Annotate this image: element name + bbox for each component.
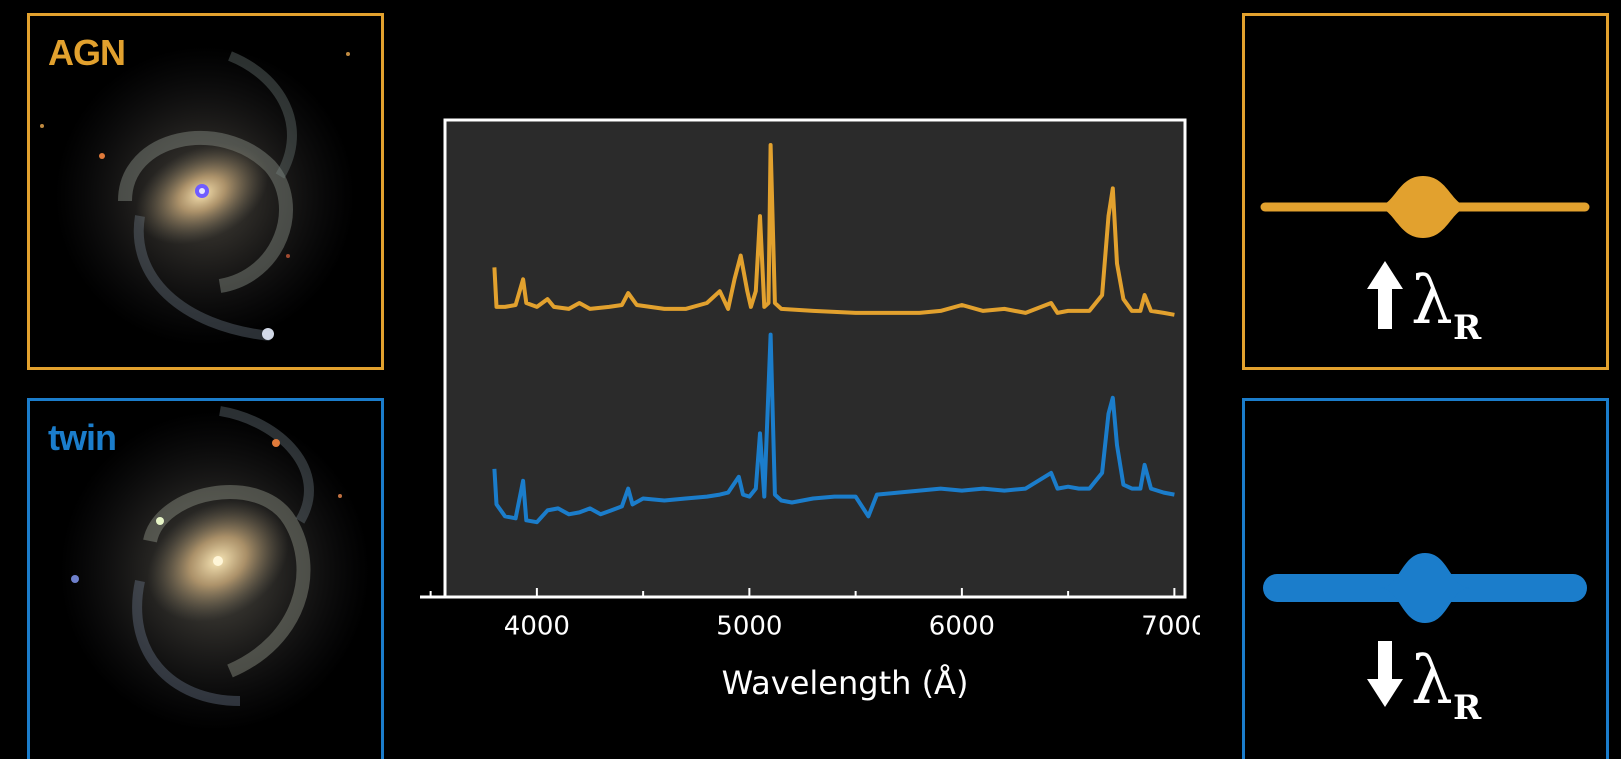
agn-rotation-profile	[1260, 176, 1590, 238]
x-tick-label: 6000	[929, 611, 995, 641]
agn-kinematics-panel: λ R	[1242, 13, 1609, 370]
up-arrow-icon	[1367, 261, 1403, 329]
x-tick-label: 7000	[1141, 611, 1200, 641]
twin-lambda-label: λ R	[1367, 641, 1482, 721]
twin-galaxy-image	[60, 406, 370, 731]
twin-label: twin	[48, 417, 117, 458]
twin-rotation-profile	[1263, 553, 1587, 623]
twin-spectrum-line	[492, 332, 1175, 525]
x-axis-title: Wavelength (Å)	[722, 664, 969, 702]
agn-galaxy-panel: AGN	[27, 13, 384, 370]
spectra-lines	[492, 143, 1175, 525]
lambda-subscript: R	[1453, 308, 1482, 341]
lambda-symbol: λ	[1411, 642, 1453, 719]
spectrum-chart: 4000 5000 6000 7000 Wavelength (Å)	[420, 118, 1200, 702]
twin-kinematics-panel: λ R	[1242, 398, 1609, 759]
x-axis-ticks: 4000 5000 6000 7000	[429, 588, 1200, 641]
agn-lambda-label: λ R	[1367, 261, 1482, 341]
agn-label: AGN	[48, 32, 126, 73]
plot-area	[443, 118, 1187, 599]
x-tick-label: 4000	[504, 611, 570, 641]
lambda-symbol: λ	[1411, 262, 1453, 339]
agn-galaxy-image	[40, 46, 355, 346]
lambda-subscript: R	[1453, 688, 1482, 721]
down-arrow-icon	[1367, 641, 1403, 707]
x-tick-label: 5000	[716, 611, 782, 641]
agn-spectrum-line	[492, 143, 1175, 317]
twin-galaxy-panel: twin	[27, 398, 384, 759]
